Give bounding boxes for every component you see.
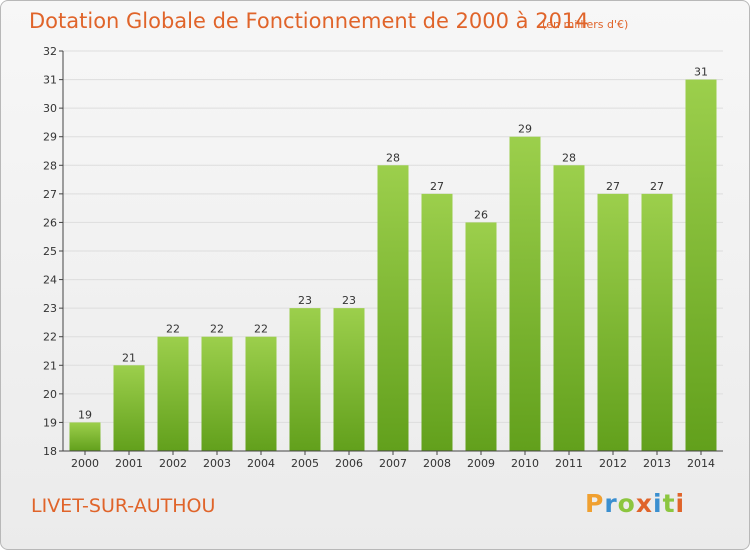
x-tick-label: 2001 [115,457,143,470]
data-label: 27 [650,180,664,193]
bar [157,336,189,451]
y-tick-label: 29 [43,131,57,144]
y-tick-label: 19 [43,416,57,429]
y-tick-label: 27 [43,188,57,201]
bar [597,193,629,451]
bar [289,308,321,451]
bar [377,165,409,452]
y-tick-label: 23 [43,302,57,315]
chart-title: Dotation Globale de Fonctionnement de 20… [29,9,589,33]
data-label: 27 [606,180,620,193]
data-label: 23 [342,294,356,307]
x-tick-label: 2005 [291,457,319,470]
data-label: 26 [474,208,488,221]
bar [69,422,101,451]
y-tick-label: 30 [43,102,57,115]
bar [201,336,233,451]
data-label: 22 [254,323,268,336]
bar [641,193,673,451]
x-tick-label: 2008 [423,457,451,470]
bars [69,79,717,452]
data-label: 22 [210,323,224,336]
y-tick-label: 21 [43,359,57,372]
y-tick-label: 18 [43,445,57,458]
x-tick-label: 2007 [379,457,407,470]
data-label: 28 [386,151,400,164]
bar [553,165,585,452]
bar [421,193,453,451]
x-tick-label: 2002 [159,457,187,470]
bar [465,222,497,451]
bar [113,365,145,451]
x-tick-label: 2006 [335,457,363,470]
bar [333,308,365,451]
y-tick-label: 32 [43,45,57,58]
y-tick-label: 20 [43,388,57,401]
x-tick-label: 2013 [643,457,671,470]
bar [685,79,717,452]
axes [59,50,723,455]
y-tick-label: 28 [43,159,57,172]
data-label: 22 [166,323,180,336]
y-tick-label: 31 [43,74,57,87]
x-tick-label: 2003 [203,457,231,470]
x-tick-label: 2000 [71,457,99,470]
data-label: 29 [518,123,532,136]
y-tick-label: 26 [43,216,57,229]
data-label: 31 [694,66,708,79]
y-tick-label: 25 [43,245,57,258]
data-label: 23 [298,294,312,307]
commune-name: LIVET-SUR-AUTHOU [31,495,216,517]
x-tick-label: 2009 [467,457,495,470]
data-label: 21 [122,351,136,364]
x-tick-label: 2004 [247,457,275,470]
x-tick-label: 2010 [511,457,539,470]
y-tick-label: 24 [43,274,57,287]
x-tick-label: 2014 [687,457,715,470]
proxiti-logo: Proxiti [585,489,686,518]
bar [509,136,541,451]
chart-subtitle: (en milliers d'€) [542,18,629,31]
x-tick-label: 2011 [555,457,583,470]
x-tick-label: 2012 [599,457,627,470]
data-label: 19 [78,408,92,421]
data-label: 28 [562,151,576,164]
data-label: 27 [430,180,444,193]
labels: 18 19 20 21 22 23 24 25 26 27 28 29 30 31 32 19 2000 21 20… [43,45,715,470]
y-tick-label: 22 [43,331,57,344]
bar [245,336,277,451]
